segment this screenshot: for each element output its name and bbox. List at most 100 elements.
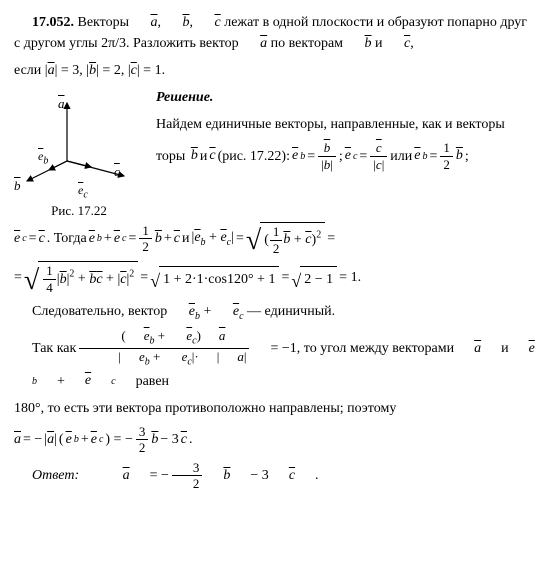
text: − 3 xyxy=(160,429,178,450)
text: b xyxy=(324,141,331,154)
fig-label-b: b xyxy=(14,179,21,192)
fig-label-c: c xyxy=(114,165,120,178)
text: c xyxy=(271,469,295,483)
problem-number: 17.052. xyxy=(32,15,74,30)
text: b xyxy=(43,155,48,166)
vec-a: a xyxy=(242,37,267,51)
text: 2 xyxy=(136,440,149,455)
text: e xyxy=(414,149,420,163)
text: e xyxy=(89,232,95,246)
vec-eb: e xyxy=(292,149,298,163)
text: равен xyxy=(118,371,169,392)
text: e xyxy=(91,433,97,447)
vec-a: a xyxy=(48,64,55,78)
vec-c: c xyxy=(209,149,215,163)
text: 2 xyxy=(139,239,152,254)
vec-c: c xyxy=(386,37,410,51)
vec-a: a xyxy=(14,433,21,447)
text: b xyxy=(151,433,158,447)
vec-ec: e xyxy=(345,149,351,163)
vector-diagram-icon xyxy=(19,91,139,191)
solution-line-1: Найдем единичные векторы, направленные, … xyxy=(156,114,536,135)
text: b xyxy=(155,232,162,246)
text: a xyxy=(219,350,244,363)
vec-a: a xyxy=(133,16,158,30)
text: b xyxy=(205,469,230,483)
text: Следовательно, вектор xyxy=(32,304,171,319)
solution-line-2: торы b и c (рис. 17.22): eb = b b ; ec =… xyxy=(156,141,536,171)
text: c xyxy=(239,310,243,321)
solution-heading: Решение. xyxy=(156,90,213,105)
solution-line-5: Следовательно, вектор eb + ec — единичны… xyxy=(14,301,536,324)
text: 1 xyxy=(139,224,152,240)
text: c xyxy=(376,141,382,154)
vec-b: b xyxy=(191,149,198,163)
text: если xyxy=(14,63,45,78)
text: e xyxy=(511,342,535,356)
text: b xyxy=(201,237,206,248)
sqrt: 1 + 2·1·cos120° + 1 xyxy=(150,266,279,290)
text: Векторы xyxy=(78,15,133,30)
text: 2 xyxy=(270,241,283,256)
text: 1 xyxy=(440,141,453,157)
solution-line-4: = 14b2 + bc + c2 = 1 + 2·1·cos120° + 1 =… xyxy=(14,261,536,294)
solution-line-3: ec = c . Тогда eb + ec = 1 2 b + c и eb … xyxy=(14,222,536,255)
text: 1 xyxy=(270,225,283,241)
text: = −1, то угол между векторами xyxy=(252,338,454,359)
text: и xyxy=(483,338,509,359)
text: c xyxy=(174,232,180,246)
text: b xyxy=(60,273,67,287)
text: e xyxy=(126,329,150,342)
text: b xyxy=(423,149,428,164)
text: e xyxy=(215,305,239,319)
solution-line-7: 180°, то есть эти вектора противоположно… xyxy=(14,398,536,419)
text: b xyxy=(74,432,79,447)
text: c xyxy=(39,232,45,246)
solution-line-8: a = − a (eb + ec) = − 3 2 b − 3c . xyxy=(14,425,536,455)
fraction: (eb + ec)a eb + ec·a xyxy=(79,329,249,368)
text: Так как xyxy=(14,338,76,359)
text: = − xyxy=(23,429,42,450)
text: c xyxy=(99,432,103,447)
fraction: 1 2 xyxy=(139,224,152,254)
text: . xyxy=(189,429,193,450)
text: c xyxy=(192,336,196,347)
text: и xyxy=(182,228,190,249)
vec-b: b xyxy=(165,16,190,30)
text: и xyxy=(375,36,386,51)
text: e xyxy=(171,305,195,319)
text: . xyxy=(297,465,319,486)
vec-c: c xyxy=(131,64,137,78)
fraction: c c xyxy=(370,141,387,171)
text: — единичный. xyxy=(247,304,335,319)
fig-label-ec: ec xyxy=(78,181,88,202)
text: b xyxy=(324,158,331,171)
text: Найдем единичные векторы, направленные, … xyxy=(156,114,505,135)
vec-b: b xyxy=(347,37,372,51)
text: 2 xyxy=(172,476,203,491)
fraction: b b xyxy=(318,141,336,171)
text: , xyxy=(410,36,414,51)
text: c xyxy=(93,374,115,389)
fraction: 1 2 xyxy=(440,141,453,171)
text: b xyxy=(14,374,37,389)
text: b xyxy=(456,149,463,163)
text: e xyxy=(67,374,91,388)
text: c xyxy=(181,433,187,447)
text: e xyxy=(14,232,20,246)
text: a xyxy=(47,433,54,447)
text: = 1. xyxy=(140,63,165,78)
answer-line: Ответ: a = − 3 2 b − 3c . xyxy=(14,461,536,491)
text: c xyxy=(353,149,357,164)
text: b xyxy=(150,336,155,347)
text: b xyxy=(97,231,102,246)
text: = 1. xyxy=(339,267,361,288)
problem-condition: если a = 3, b = 2, c = 1. xyxy=(14,60,536,81)
text: 2 − 1 xyxy=(300,266,337,290)
text: 2 xyxy=(69,269,74,280)
answer-label: Ответ: xyxy=(14,465,79,486)
text: b xyxy=(145,357,150,368)
text: = 3, xyxy=(57,63,86,78)
figure-1722: a b c eb ec Рис. 17.22 xyxy=(14,91,144,220)
vec-b: b xyxy=(89,64,96,78)
